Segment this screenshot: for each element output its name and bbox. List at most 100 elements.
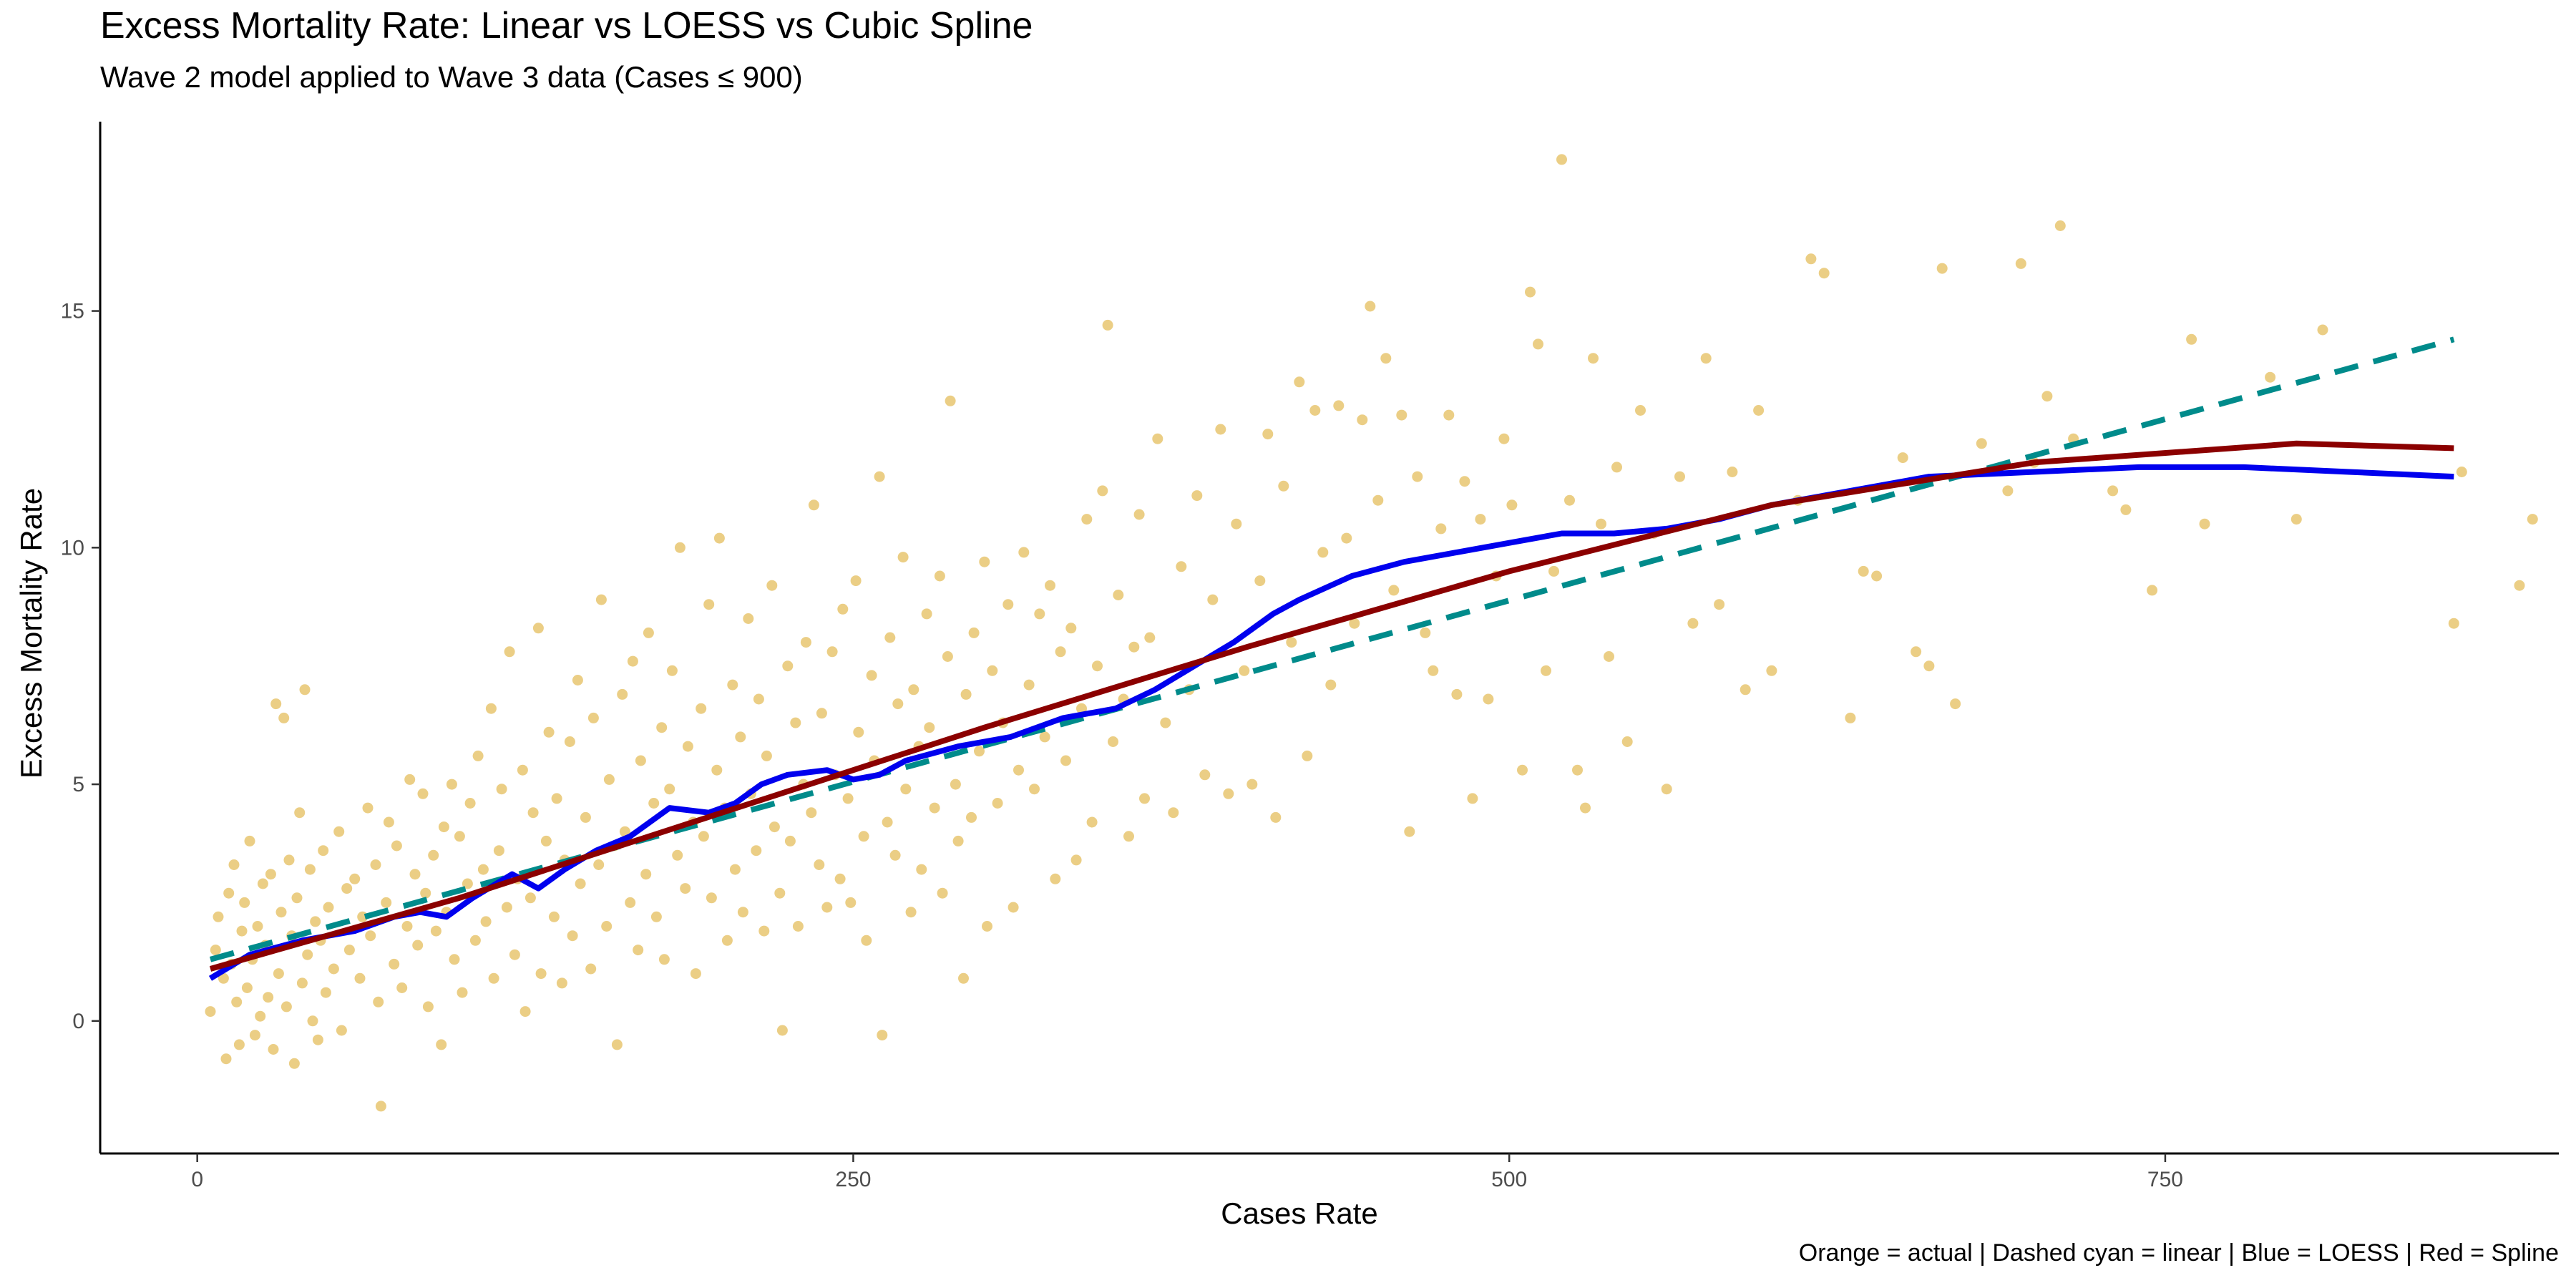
- data-point: [488, 972, 499, 984]
- data-point: [349, 873, 361, 884]
- data-point: [310, 916, 321, 927]
- data-point: [806, 807, 817, 819]
- data-point: [1858, 565, 1869, 577]
- data-point: [2448, 618, 2459, 629]
- data-point: [617, 688, 628, 700]
- data-point: [814, 859, 825, 870]
- data-point: [782, 660, 794, 672]
- data-point: [509, 949, 520, 960]
- data-point: [291, 892, 303, 904]
- data-point: [1262, 429, 1274, 440]
- data-point: [265, 869, 276, 880]
- data-point: [1333, 400, 1345, 411]
- data-point: [2147, 585, 2158, 596]
- data-point: [945, 395, 956, 406]
- data-point: [1231, 518, 1242, 530]
- chart-subtitle: Wave 2 model applied to Wave 3 data (Cas…: [100, 60, 803, 94]
- data-point: [288, 1058, 300, 1069]
- y-tick-label: 10: [61, 536, 84, 560]
- data-point: [877, 1030, 888, 1041]
- data-point: [958, 972, 969, 984]
- data-point: [375, 1101, 386, 1112]
- data-point: [1045, 580, 1055, 591]
- data-point: [299, 684, 311, 696]
- data-point: [766, 580, 778, 591]
- data-point: [952, 835, 964, 847]
- data-point: [283, 854, 295, 866]
- data-point: [336, 1025, 347, 1036]
- data-point: [1727, 467, 1738, 477]
- data-point: [682, 741, 693, 752]
- data-point: [1357, 414, 1368, 426]
- data-point: [218, 972, 229, 984]
- data-point: [1451, 688, 1463, 700]
- data-point: [1498, 433, 1510, 444]
- data-point: [396, 982, 408, 993]
- data-point: [527, 807, 539, 819]
- data-point: [706, 892, 717, 904]
- data-point: [1404, 826, 1415, 837]
- data-point: [263, 992, 274, 1003]
- data-point: [464, 798, 476, 809]
- data-point: [834, 873, 846, 884]
- data-point: [480, 916, 492, 927]
- data-point: [422, 1001, 434, 1013]
- data-point: [1302, 750, 1313, 761]
- data-point: [751, 845, 762, 857]
- data-point: [853, 726, 864, 738]
- data-point: [784, 835, 796, 847]
- data-point: [1936, 263, 1948, 274]
- data-point: [2015, 258, 2026, 269]
- data-point: [1596, 518, 1606, 530]
- data-point: [1060, 755, 1071, 766]
- axes-layer: 0 250 500 750 0 5 10 15: [61, 122, 2559, 1191]
- data-point: [428, 849, 439, 861]
- data-point: [540, 835, 552, 847]
- data-point: [845, 897, 857, 908]
- data-point: [2456, 467, 2467, 477]
- data-point: [417, 788, 429, 799]
- data-point: [1076, 703, 1087, 714]
- data-point: [1278, 480, 1289, 492]
- chart-title: Excess Mortality Rate: Linear vs LOESS v…: [100, 5, 1033, 47]
- data-point: [307, 1015, 318, 1027]
- data-point: [1341, 532, 1352, 544]
- data-point: [808, 499, 819, 511]
- data-point: [362, 802, 374, 814]
- x-axis-title: Cases Rate: [1221, 1196, 1377, 1230]
- data-point: [696, 703, 707, 714]
- data-point: [438, 821, 449, 833]
- data-point: [1911, 646, 1922, 658]
- data-point: [294, 807, 306, 819]
- data-point: [729, 864, 741, 875]
- data-point: [966, 811, 977, 823]
- y-axis-title: Excess Mortality Rate: [14, 488, 48, 779]
- data-point: [603, 774, 615, 785]
- data-point: [404, 774, 416, 785]
- data-point: [2317, 324, 2328, 336]
- data-point: [601, 921, 613, 932]
- data-point: [1420, 627, 1431, 638]
- data-point: [496, 784, 507, 795]
- data-point: [1133, 509, 1145, 520]
- data-point: [1687, 618, 1699, 629]
- data-point: [774, 887, 786, 899]
- data-point: [1753, 405, 1765, 416]
- data-point: [575, 878, 586, 889]
- chart-caption: Orange = actual | Dashed cyan = linear |…: [1798, 1239, 2559, 1267]
- loess-fit-line: [208, 464, 2454, 981]
- data-point: [501, 902, 512, 913]
- data-point: [354, 972, 366, 984]
- data-point: [365, 930, 376, 942]
- data-point: [1435, 523, 1447, 535]
- data-point: [519, 1006, 531, 1018]
- data-point: [1002, 599, 1014, 610]
- data-point: [233, 1039, 245, 1050]
- data-point: [1325, 679, 1337, 691]
- data-point: [341, 883, 353, 894]
- data-point: [328, 963, 339, 975]
- data-point: [302, 949, 313, 960]
- data-point: [401, 921, 413, 932]
- data-point: [1139, 793, 1150, 804]
